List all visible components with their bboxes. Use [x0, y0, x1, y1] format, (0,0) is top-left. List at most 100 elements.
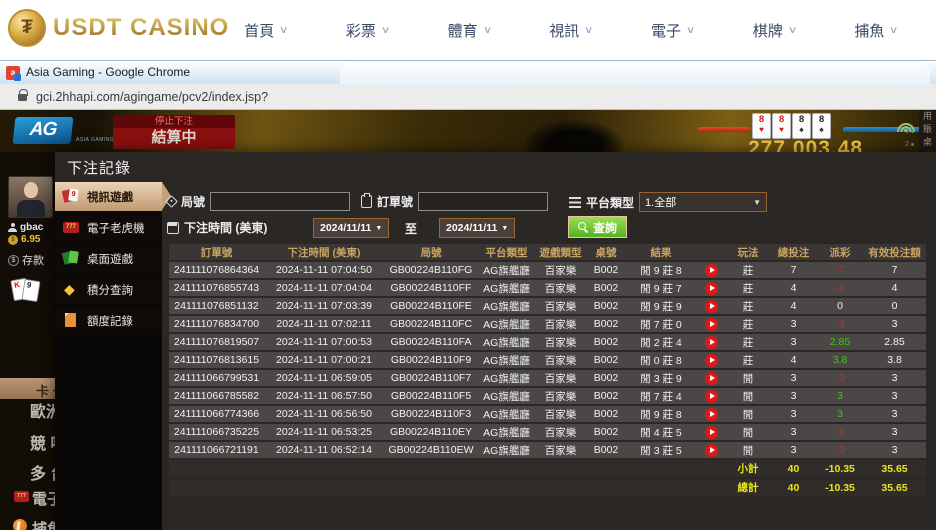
total-bet: 3	[770, 334, 817, 350]
payout: -3	[817, 316, 863, 332]
column-header: 桌號	[586, 244, 626, 260]
replay-button[interactable]	[704, 263, 718, 277]
nav-item-捕魚[interactable]: 捕魚 ∨	[854, 20, 898, 41]
replay-button[interactable]	[704, 299, 718, 313]
platform: AG旗艦廳	[478, 352, 535, 368]
table-icon	[63, 251, 80, 266]
totals-pad	[169, 460, 726, 477]
balance: 6.95	[21, 234, 41, 245]
nav-item-體育[interactable]: 體育 ∨	[448, 20, 492, 41]
bet-table: 訂單號 下注時間 (美東) 局號 平台類型 遊戲類型 桌號 結果 玩法 總投注 派彩 有效投注額 2…	[169, 242, 926, 498]
order-no: 241111076851132	[169, 298, 264, 314]
search-button[interactable]: 查詢	[568, 216, 628, 238]
round-no: GB00224B110F5	[384, 388, 478, 404]
deposit-button[interactable]: $ 存款	[8, 252, 44, 268]
nav-item-棋牌[interactable]: 棋牌 ∨	[753, 20, 797, 41]
table-no: B002	[586, 442, 626, 458]
cards-icon	[63, 189, 80, 204]
lobby-item[interactable]: 多 台	[30, 466, 55, 483]
lobby-item[interactable]: 捕魚	[32, 521, 55, 530]
nav-item-電子[interactable]: 電子 ∨	[651, 20, 695, 41]
banker-bet-bar	[698, 127, 750, 132]
order-no: 241111076855743	[169, 280, 264, 296]
rail-item-2: 2	[905, 141, 914, 148]
lobby-item[interactable]: 競 咪	[30, 436, 55, 453]
round-no: GB00224B110FG	[384, 262, 478, 278]
column-header: 平台類型	[478, 244, 535, 260]
table-row: 241111076851132 2024-11-11 07:03:39 GB0022…	[169, 298, 926, 314]
replay-cell	[696, 388, 726, 404]
card-value: 8	[818, 114, 825, 125]
replay-button[interactable]	[704, 389, 718, 403]
site-logo[interactable]: ₮ USDT CASINO	[8, 9, 229, 47]
round-input[interactable]	[210, 192, 351, 211]
card-value: 8	[798, 114, 805, 125]
table-no: B002	[586, 406, 626, 422]
lobby-item[interactable]: 歐洲	[30, 404, 55, 421]
replay-button[interactable]	[704, 281, 718, 295]
site-logo-text: USDT CASINO	[53, 14, 230, 41]
order-input[interactable]	[418, 192, 549, 211]
sidebar-item-slot[interactable]: 電子老虎機	[55, 213, 162, 242]
card-suit-icon: ♥	[779, 125, 784, 134]
replay-button[interactable]	[704, 371, 718, 385]
game-type: 百家樂	[535, 316, 586, 332]
payout: 3	[817, 406, 863, 422]
round-no: GB00224B110EW	[384, 442, 478, 458]
sidebar-item-doc[interactable]: 額度記錄	[55, 306, 162, 335]
lobby-item-highlighted[interactable]: 卡 卡	[0, 378, 55, 399]
date-from-picker[interactable]: 2024/11/11 ▼	[313, 218, 390, 238]
sidebar-item-label: 電子老虎機	[87, 222, 145, 235]
chrome-titlebar[interactable]: a Asia Gaming - Google Chrome	[0, 60, 936, 85]
table-row: 241111076855743 2024-11-11 07:04:04 GB0022…	[169, 280, 926, 296]
platform: AG旗艦廳	[478, 370, 535, 386]
replay-button[interactable]	[704, 335, 718, 349]
total-bet: 4	[770, 352, 817, 368]
rail-label: 用	[922, 111, 932, 121]
sidebar-item-diamond[interactable]: 積分查詢	[55, 275, 162, 304]
nav-item-首頁[interactable]: 首頁 ∨	[244, 20, 288, 41]
chevron-down-icon: ∨	[584, 24, 594, 36]
column-header: 玩法	[726, 244, 770, 260]
window-title: Asia Gaming - Google Chrome	[26, 65, 191, 79]
order-no: 241111066721191	[169, 442, 264, 458]
replay-cell	[696, 262, 726, 278]
url-text[interactable]: gci.2hhapi.com/agingame/pcv2/index.jsp?	[36, 90, 269, 104]
replay-button[interactable]	[704, 407, 718, 421]
game-type: 百家樂	[535, 262, 586, 278]
payout: 2.85	[817, 334, 863, 350]
replay-button[interactable]	[704, 353, 718, 367]
nav-item-視訊[interactable]: 視訊 ∨	[549, 20, 594, 41]
jackpot-cards: 8 ♥ 8 ♥ 8 ♠ 8 ♠	[752, 113, 831, 139]
valid-bet: 2.85	[863, 334, 926, 350]
lobby-item[interactable]: 電子	[32, 491, 55, 508]
bet-time: 2024-11-11 06:57:50	[264, 388, 384, 404]
time-filter: 下注時間 (美東)	[167, 219, 267, 236]
table-row: 241111066721191 2024-11-11 06:52:14 GB0022…	[169, 442, 926, 458]
replay-button[interactable]	[704, 317, 718, 331]
person-icon	[8, 223, 17, 232]
slot-777-icon: 777	[14, 491, 29, 502]
valid-bet: 0	[863, 298, 926, 314]
result: 閒 3 莊 9	[626, 370, 696, 386]
replay-button[interactable]	[704, 443, 718, 457]
sidebar-item-label: 額度記錄	[87, 315, 133, 328]
totals-payout: -10.35	[817, 460, 863, 477]
sidebar-item-cards[interactable]: 視訊遊戲	[55, 182, 171, 211]
replay-button[interactable]	[704, 425, 718, 439]
platform-label: 平台類型	[586, 195, 635, 210]
nav-item-彩票[interactable]: 彩票 ∨	[346, 20, 390, 41]
platform-select[interactable]: 1.全部 ▼	[639, 192, 768, 212]
column-header: 下注時間 (美東)	[264, 244, 384, 260]
url-bar[interactable]: gci.2hhapi.com/agingame/pcv2/index.jsp?	[0, 84, 936, 110]
platform-icon	[569, 196, 581, 208]
tag-icon	[165, 195, 178, 208]
date-to-picker[interactable]: 2024/11/11 ▼	[439, 218, 516, 238]
total-bet: 3	[770, 370, 817, 386]
platform-filter: 平台類型 1.全部 ▼	[569, 192, 768, 212]
bet-table-wrap: 訂單號 下注時間 (美東) 局號 平台類型 遊戲類型 桌號 結果 玩法 總投注 派彩 有效投注額 2…	[169, 242, 929, 498]
table-no: B002	[586, 298, 626, 314]
platform: AG旗艦廳	[478, 406, 535, 422]
sidebar-item-table[interactable]: 桌面遊戲	[55, 244, 162, 273]
